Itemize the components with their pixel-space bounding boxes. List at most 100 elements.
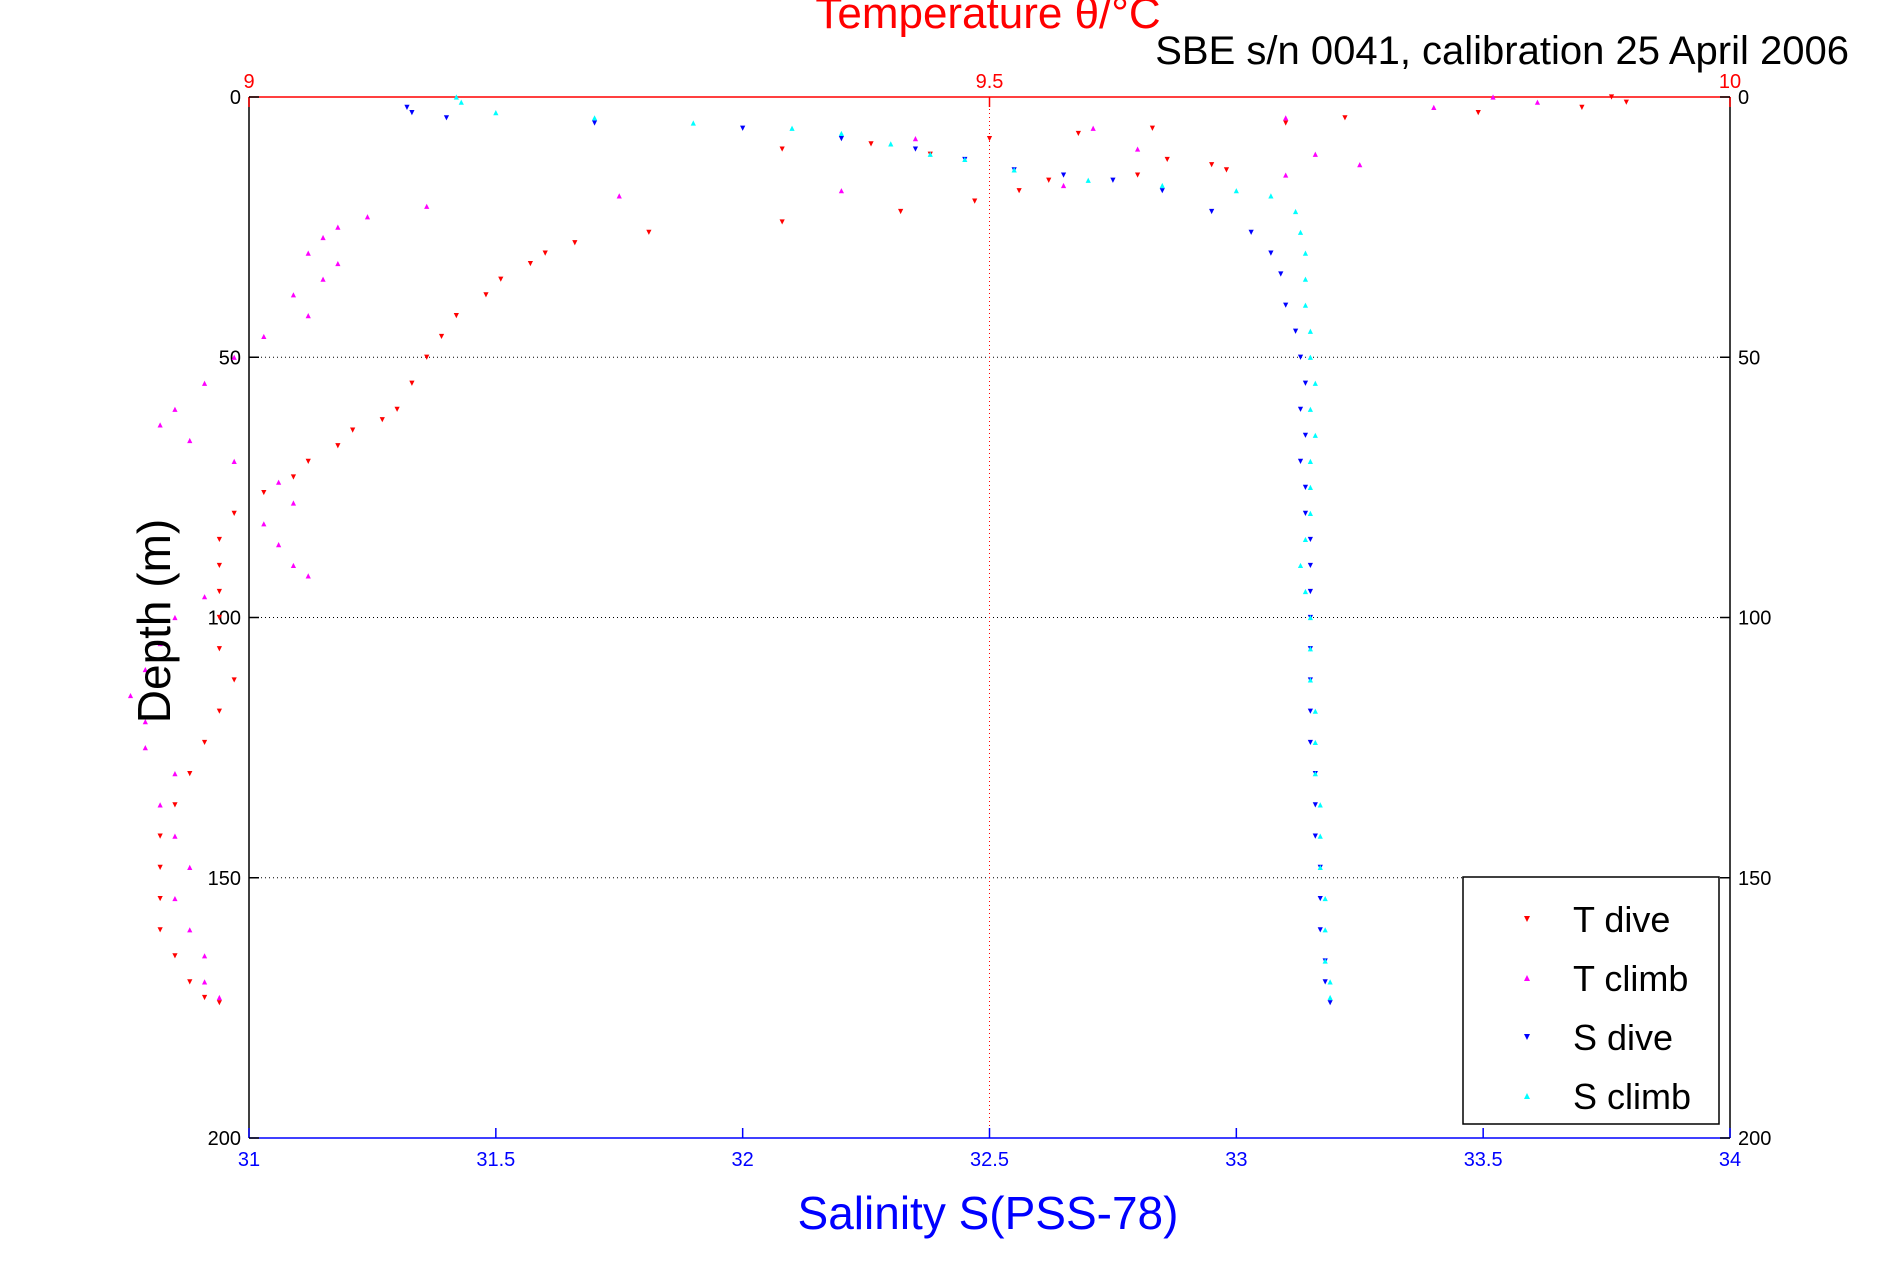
data-point <box>1307 484 1313 490</box>
legend-marker <box>1524 975 1530 981</box>
data-point <box>1223 167 1230 173</box>
data-point <box>394 406 400 412</box>
legend-box <box>1462 876 1720 1125</box>
data-point <box>1322 895 1328 902</box>
data-point <box>1327 979 1333 985</box>
data-point <box>201 953 208 959</box>
data-points <box>127 94 1629 1006</box>
series-t-climb <box>127 94 1541 1001</box>
data-point <box>868 141 874 147</box>
data-point <box>1060 172 1067 178</box>
data-point <box>187 864 193 870</box>
chart-title: Temperature θ/°C <box>815 0 1160 38</box>
depth-tick-label-left: 50 <box>219 347 241 369</box>
data-point <box>1431 104 1437 111</box>
data-point <box>187 437 193 444</box>
data-point <box>172 895 178 902</box>
data-point <box>1159 182 1165 189</box>
data-point <box>1302 302 1309 308</box>
data-point <box>1283 302 1289 308</box>
data-point <box>1307 510 1313 516</box>
data-point <box>1307 458 1313 464</box>
data-point <box>1312 380 1318 386</box>
data-point <box>231 458 237 464</box>
data-point <box>1233 188 1239 194</box>
data-point <box>1302 484 1309 490</box>
data-point <box>157 640 163 647</box>
data-point <box>187 771 193 777</box>
data-point <box>1248 229 1254 235</box>
data-point <box>1302 432 1309 438</box>
depth-tick-label-right: 0 <box>1738 87 1749 109</box>
data-point <box>1283 115 1289 121</box>
salinity-tick-label: 31.5 <box>476 1149 515 1171</box>
data-point <box>261 521 267 527</box>
data-point <box>290 500 297 506</box>
data-point <box>424 203 430 209</box>
data-point <box>1011 167 1017 173</box>
data-point <box>962 156 968 163</box>
data-point <box>1342 115 1348 121</box>
data-point <box>1307 536 1313 543</box>
data-point <box>1297 229 1304 235</box>
data-point <box>1307 588 1313 595</box>
legend-label: S dive <box>1573 1017 1673 1058</box>
data-point <box>1307 328 1313 334</box>
data-point <box>1534 99 1541 105</box>
salinity-tick-label: 34 <box>1719 1149 1741 1171</box>
data-point <box>1268 193 1274 199</box>
data-point <box>616 193 622 199</box>
data-point <box>350 427 356 433</box>
data-point <box>1060 182 1067 189</box>
data-point <box>912 136 919 142</box>
data-point <box>187 979 193 985</box>
data-point <box>779 146 785 152</box>
data-point <box>1302 536 1309 543</box>
data-point <box>927 151 933 157</box>
data-point <box>646 229 652 235</box>
data-point <box>1283 172 1289 178</box>
data-point <box>1579 104 1585 111</box>
data-point <box>201 380 208 386</box>
data-point <box>1312 432 1318 438</box>
legend-label: S climb <box>1573 1076 1691 1117</box>
data-point <box>404 104 410 111</box>
depth-tick-label-right: 50 <box>1738 347 1760 369</box>
temperature-tick-label: 9 <box>243 71 254 93</box>
data-point <box>216 588 222 595</box>
axes <box>248 96 1731 1139</box>
data-point <box>1312 151 1318 157</box>
data-point <box>1327 994 1333 1001</box>
data-point <box>1135 146 1141 152</box>
data-point <box>1016 188 1022 194</box>
data-point <box>1317 802 1323 808</box>
data-point <box>898 208 904 215</box>
data-point <box>690 120 696 126</box>
data-point <box>379 417 385 423</box>
data-point <box>1302 250 1309 256</box>
data-point <box>572 240 578 246</box>
data-point <box>216 994 222 1001</box>
temperature-tick-label: 10 <box>1719 71 1741 93</box>
data-point <box>320 234 326 241</box>
data-point <box>1322 979 1328 985</box>
data-point <box>320 276 326 282</box>
data-point <box>912 146 919 152</box>
legend-marker <box>1524 1093 1530 1099</box>
data-point <box>1209 208 1215 215</box>
data-point <box>157 927 163 933</box>
legend-label: T dive <box>1573 899 1670 940</box>
data-point <box>1312 739 1318 746</box>
data-point <box>216 1000 222 1006</box>
data-point <box>276 542 282 548</box>
data-point <box>542 250 548 256</box>
data-point <box>1317 895 1323 902</box>
data-point <box>290 562 297 569</box>
data-point <box>458 99 464 105</box>
data-point <box>1312 771 1318 777</box>
data-point <box>335 260 341 267</box>
grid <box>249 97 1730 1138</box>
legend-marker <box>1524 1034 1530 1040</box>
data-point <box>231 510 237 516</box>
data-point <box>1312 833 1318 839</box>
